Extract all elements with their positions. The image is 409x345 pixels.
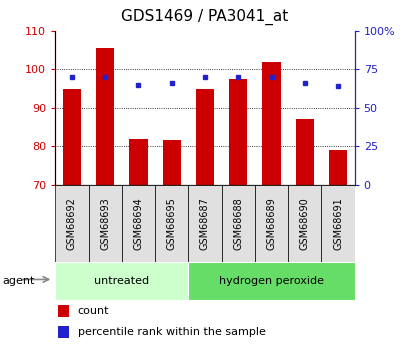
Bar	[55, 185, 88, 262]
Bar	[55, 262, 188, 300]
Text: hydrogen peroxide: hydrogen peroxide	[218, 276, 323, 286]
Bar	[321, 185, 354, 262]
Bar	[328, 150, 346, 185]
Text: percentile rank within the sample: percentile rank within the sample	[78, 327, 265, 337]
Text: agent: agent	[2, 276, 34, 286]
Bar	[229, 79, 247, 185]
Bar	[162, 140, 180, 185]
Text: GSM68695: GSM68695	[166, 197, 176, 250]
Text: untreated: untreated	[94, 276, 149, 286]
Bar	[196, 89, 213, 185]
Bar	[221, 185, 254, 262]
Text: GSM68691: GSM68691	[332, 197, 342, 250]
Text: GSM68692: GSM68692	[67, 197, 77, 250]
Text: GSM68688: GSM68688	[233, 197, 243, 250]
Text: GSM68689: GSM68689	[266, 197, 276, 250]
Bar	[295, 119, 313, 185]
Bar	[88, 185, 121, 262]
Bar	[155, 185, 188, 262]
Bar	[129, 138, 147, 185]
Text: GSM68687: GSM68687	[200, 197, 209, 250]
Text: GSM68690: GSM68690	[299, 197, 309, 250]
Bar	[58, 326, 69, 338]
Text: GSM68693: GSM68693	[100, 197, 110, 250]
Bar	[63, 89, 81, 185]
Bar	[188, 185, 221, 262]
Bar	[96, 48, 114, 185]
Bar	[121, 185, 155, 262]
Text: GSM68694: GSM68694	[133, 197, 143, 250]
Text: count: count	[78, 306, 109, 316]
Bar	[254, 185, 288, 262]
Bar	[58, 305, 69, 317]
Bar	[288, 185, 321, 262]
Bar	[262, 62, 280, 185]
Text: GDS1469 / PA3041_at: GDS1469 / PA3041_at	[121, 9, 288, 25]
Bar	[188, 262, 354, 300]
